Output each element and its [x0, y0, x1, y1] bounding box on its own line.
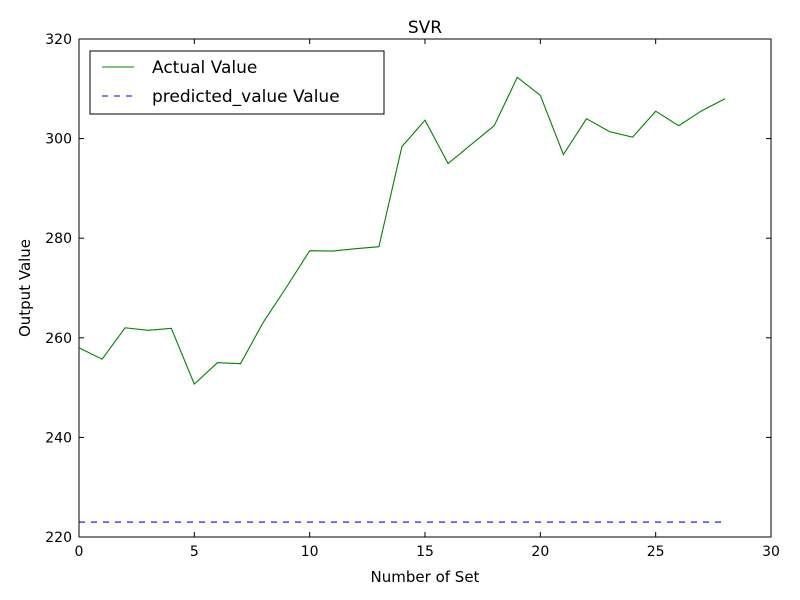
plot-area: [78, 38, 772, 538]
legend: Actual Value predicted_value Value: [89, 50, 385, 115]
y-tick-label: 300: [45, 132, 72, 148]
x-axis-label: Number of Set: [371, 568, 480, 586]
series-line-0: [78, 76, 726, 386]
x-tick-label: 20: [531, 544, 549, 560]
y-axis-label: Output Value: [16, 239, 34, 337]
x-tick-label: 0: [75, 544, 84, 560]
series-layer: [78, 76, 726, 523]
y-tick-label: 240: [45, 430, 72, 446]
y-tick-label: 260: [45, 331, 72, 347]
x-tick-label: 15: [416, 544, 434, 560]
y-tick-label: 220: [45, 530, 72, 546]
legend-label: Actual Value: [152, 58, 257, 78]
x-tick-label: 10: [301, 544, 319, 560]
axis-ticks: 0 5 10 15 20 25 30 220 240 260 280 300 320: [45, 32, 780, 560]
legend-box: [89, 50, 385, 115]
legend-label: predicted_value Value: [152, 87, 340, 107]
chart-title: SVR: [408, 18, 442, 38]
x-tick-label: 25: [647, 544, 665, 560]
x-tick-label: 30: [762, 544, 780, 560]
y-tick-label: 280: [45, 231, 72, 247]
x-tick-label: 5: [190, 544, 199, 560]
y-tick-label: 320: [45, 32, 72, 48]
